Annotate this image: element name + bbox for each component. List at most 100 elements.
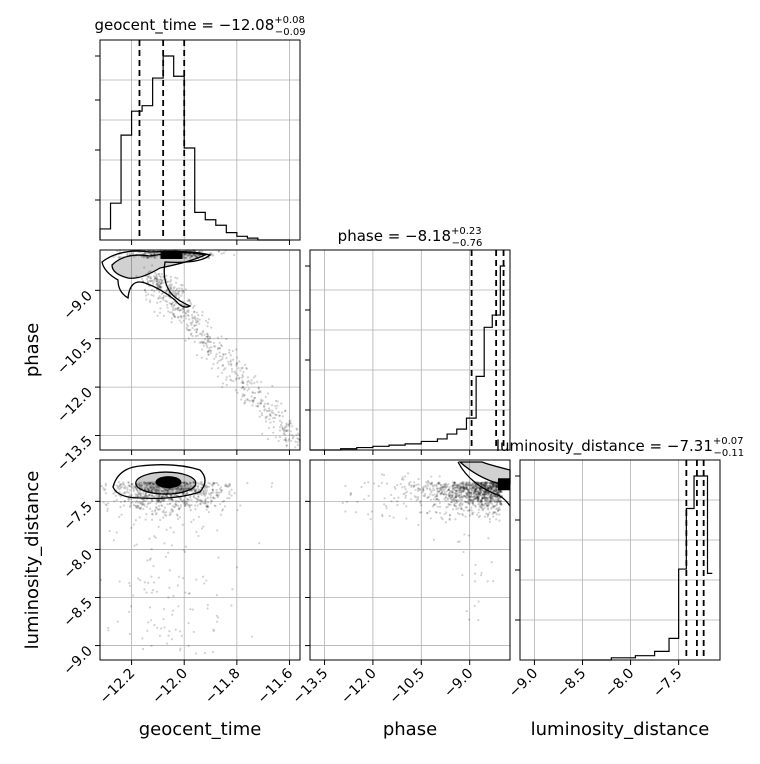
scatter-point-phase-geocent xyxy=(153,276,157,279)
scatter-point-lum-phase xyxy=(480,481,483,485)
scatter-point-lum-geocent xyxy=(151,482,155,485)
scatter-point-lum-geocent xyxy=(138,485,142,488)
scatter-point-phase-geocent xyxy=(252,398,255,402)
scatter-point-lum-phase xyxy=(469,498,472,501)
scatter-point-lum-geocent xyxy=(152,495,156,499)
scatter-point-phase-geocent xyxy=(154,280,158,283)
scatter-point-phase-geocent xyxy=(263,405,266,409)
scatter-point-lum-phase xyxy=(440,488,443,492)
scatter-point-phase-geocent xyxy=(250,382,253,385)
scatter-point-phase-geocent xyxy=(146,281,150,284)
scatter-point-lum-geocent xyxy=(155,487,158,490)
scatter-point-lum-phase xyxy=(465,486,468,489)
scatter-point-lum-phase xyxy=(422,489,425,492)
scatter-point-lum-phase xyxy=(426,482,429,485)
scatter-point-lum-phase xyxy=(394,487,397,490)
scatter-point-lum-phase xyxy=(475,495,478,499)
scatter-point-phase-geocent xyxy=(213,357,216,360)
scatter-point-lum-phase xyxy=(486,486,489,489)
scatter-point-lum-phase xyxy=(492,485,495,488)
scatter-point-lum-phase xyxy=(442,483,445,486)
scatter-point-phase-geocent xyxy=(155,277,158,281)
scatter-point-lum-geocent xyxy=(208,492,211,495)
scatter-point-lum-geocent xyxy=(126,488,129,491)
scatter-point-phase-geocent xyxy=(143,288,147,291)
scatter-point-lum-phase xyxy=(480,500,483,503)
scatter-point-lum-geocent xyxy=(137,483,140,486)
scatter-point-lum-phase xyxy=(456,484,459,487)
scatter-point-phase-geocent xyxy=(152,294,155,297)
scatter-point-phase-geocent xyxy=(155,283,158,286)
scatter-point-lum-phase xyxy=(488,484,491,487)
scatter-point-phase-geocent xyxy=(190,332,193,335)
scatter-point-lum-phase xyxy=(461,503,464,507)
scatter-point-phase-geocent xyxy=(177,316,180,319)
scatter-point-lum-geocent xyxy=(200,527,204,530)
scatter-point-phase-geocent xyxy=(206,350,209,354)
scatter-point-lum-geocent xyxy=(115,499,118,502)
scatter-point-lum-phase xyxy=(459,489,462,492)
scatter-point-lum-phase xyxy=(443,483,446,486)
y-tick-label-phase: −13.5 xyxy=(54,433,96,475)
scatter-point-lum-geocent xyxy=(145,494,148,498)
scatter-point-phase-geocent xyxy=(155,273,158,276)
scatter-point-phase-geocent xyxy=(294,440,297,443)
scatter-point-lum-phase xyxy=(480,507,483,510)
scatter-point-lum-geocent xyxy=(148,482,152,485)
y-tick-label-luminosity_distance: −8.5 xyxy=(60,595,95,630)
scatter-point-phase-geocent xyxy=(246,389,249,392)
scatter-point-phase-geocent xyxy=(185,253,188,256)
scatter-point-lum-geocent xyxy=(122,481,125,484)
scatter-point-phase-geocent xyxy=(192,317,196,320)
scatter-point-lum-geocent xyxy=(130,483,133,486)
scatter-point-lum-geocent xyxy=(205,508,208,511)
scatter-point-lum-geocent xyxy=(137,577,140,580)
scatter-point-lum-phase xyxy=(472,503,475,507)
scatter-point-lum-phase xyxy=(356,500,359,503)
scatter-point-lum-phase xyxy=(438,475,441,478)
scatter-point-lum-phase xyxy=(341,501,344,504)
scatter-point-lum-phase xyxy=(476,496,479,500)
scatter-point-lum-phase xyxy=(481,497,485,500)
scatter-point-lum-phase xyxy=(489,497,492,500)
scatter-point-lum-phase xyxy=(490,487,493,491)
scatter-point-lum-phase xyxy=(499,499,502,502)
scatter-point-lum-phase xyxy=(479,487,482,490)
scatter-point-lum-geocent xyxy=(187,592,191,595)
scatter-point-lum-geocent xyxy=(127,481,130,484)
scatter-point-lum-geocent xyxy=(163,626,166,629)
scatter-point-lum-geocent xyxy=(231,588,234,591)
scatter-point-lum-geocent xyxy=(154,513,158,516)
scatter-point-phase-geocent xyxy=(260,412,263,415)
scatter-point-lum-phase xyxy=(453,481,456,484)
scatter-point-lum-phase xyxy=(468,508,471,512)
scatter-point-lum-phase xyxy=(349,494,352,497)
scatter-point-lum-phase xyxy=(464,506,467,509)
scatter-point-lum-geocent xyxy=(148,483,152,486)
scatter-point-lum-phase xyxy=(461,502,464,505)
scatter-point-lum-phase xyxy=(448,492,451,495)
scatter-point-lum-phase xyxy=(431,494,434,497)
scatter-point-lum-phase xyxy=(497,498,500,502)
y-tick-label-luminosity_distance: −8.0 xyxy=(60,547,95,582)
x-tick-label-luminosity_distance: −8.5 xyxy=(554,666,589,701)
scatter-point-lum-phase xyxy=(484,490,487,493)
scatter-point-lum-phase xyxy=(453,481,456,484)
scatter-point-lum-phase xyxy=(422,494,425,497)
scatter-point-lum-geocent xyxy=(176,584,180,587)
scatter-point-lum-geocent xyxy=(136,504,139,507)
scatter-point-lum-geocent xyxy=(202,493,206,496)
scatter-point-lum-geocent xyxy=(179,647,182,650)
scatter-point-lum-phase xyxy=(451,496,454,499)
scatter-point-lum-phase xyxy=(490,486,493,489)
scatter-point-lum-phase xyxy=(396,484,399,487)
scatter-point-phase-geocent xyxy=(209,252,213,255)
scatter-point-lum-phase xyxy=(500,503,503,506)
scatter-point-lum-geocent xyxy=(153,581,156,584)
scatter-point-lum-phase xyxy=(469,483,472,486)
scatter-point-lum-phase xyxy=(472,491,475,494)
scatter-point-lum-geocent xyxy=(147,501,150,505)
scatter-point-lum-phase xyxy=(482,496,486,499)
scatter-point-lum-geocent xyxy=(145,495,149,499)
scatter-point-phase-geocent xyxy=(221,385,224,389)
